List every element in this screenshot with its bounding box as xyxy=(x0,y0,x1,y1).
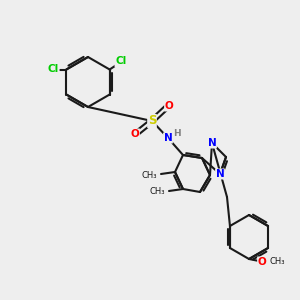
Text: N: N xyxy=(216,169,224,179)
Text: Cl: Cl xyxy=(115,56,126,67)
Text: CH₃: CH₃ xyxy=(149,188,165,196)
Text: Cl: Cl xyxy=(48,64,59,74)
Text: O: O xyxy=(130,129,140,139)
Text: CH₃: CH₃ xyxy=(142,170,157,179)
Text: N: N xyxy=(208,138,216,148)
Text: O: O xyxy=(165,101,173,111)
Text: H: H xyxy=(173,128,181,137)
Text: O: O xyxy=(258,257,266,267)
Text: CH₃: CH₃ xyxy=(270,257,286,266)
Text: S: S xyxy=(148,115,156,128)
Text: N: N xyxy=(164,133,172,143)
